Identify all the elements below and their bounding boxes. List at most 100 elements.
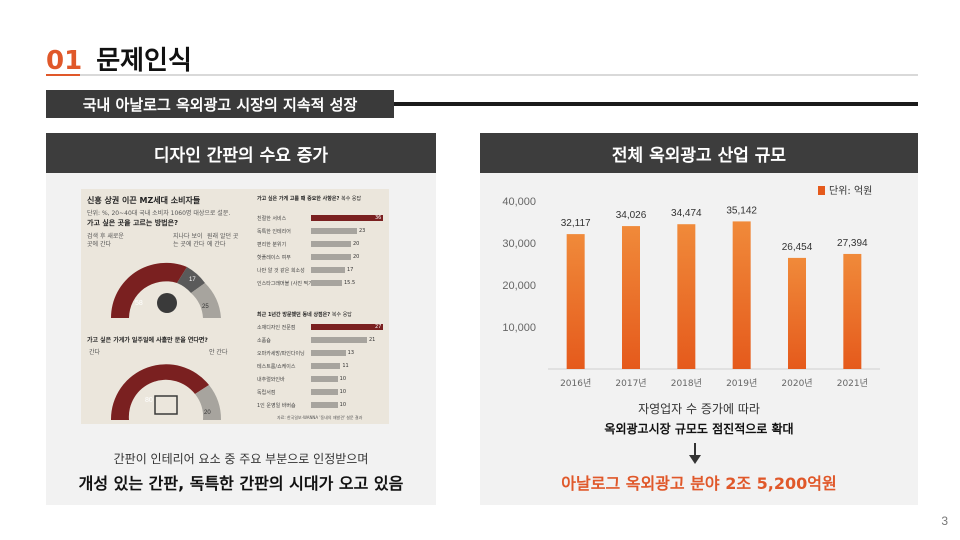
- question-3-text: 가고 싶은 가게 고를 때 중요한 사항은?: [257, 196, 340, 202]
- infographic-source: 자료: 한국일보·WANNA '동네의 재발견' 설문 결과: [277, 415, 363, 420]
- bar-value-label: 35,142: [726, 205, 757, 216]
- bar-2018년: [677, 224, 696, 369]
- q4-item-label: 소재디자인 전문점: [257, 325, 296, 331]
- q3-item-bar: [311, 228, 357, 234]
- bar-value-label: 32,117: [561, 218, 591, 229]
- q4-item-label: 소품숍: [257, 338, 271, 344]
- y-tick-label: 40,000: [502, 196, 536, 208]
- bar-value-label: 34,026: [616, 210, 647, 221]
- right-panel-header: 전체 옥외광고 산업 규모: [480, 133, 918, 173]
- q3-item-bar: [311, 241, 351, 247]
- q4-item-label: 오마카세방/파인다이닝: [257, 351, 305, 357]
- q1-slice-passby: [177, 267, 205, 293]
- q3-item-label: 편리한 분위기: [257, 242, 287, 248]
- q4-item-bar: [311, 324, 383, 330]
- x-category-label: 2021년: [837, 378, 868, 389]
- title-divider-accent: [46, 74, 80, 76]
- q3-item-label: 핫플레이스 여부: [257, 255, 291, 261]
- q4-item-value: 11: [342, 363, 349, 369]
- x-category-label: 2016년: [560, 378, 591, 389]
- q2-slice-nogo: [195, 385, 222, 420]
- q3-item-value: 23: [359, 228, 366, 234]
- section-number: 01: [46, 46, 83, 76]
- bar-2016년: [566, 234, 585, 369]
- q1-option-1: 검색 후 새로운 곳에 간다: [87, 233, 124, 248]
- q1-value-2: 17: [189, 277, 196, 283]
- legend-label: 단위: 억원: [829, 184, 872, 197]
- x-category-label: 2020년: [781, 378, 812, 389]
- q3-item-value: 36: [375, 215, 382, 221]
- right-emphasis: 아날로그 옥외광고 분야 2조 5,200억원: [561, 474, 837, 493]
- q4-item-label: 내추럴와인바: [257, 377, 285, 383]
- q1-value-3: 25: [202, 304, 209, 310]
- bar-value-label: 34,474: [671, 208, 702, 219]
- chat-bubble-icon: [157, 293, 177, 313]
- bar-2020년: [788, 257, 806, 369]
- q3-item-label: 독특한 인테리어: [257, 229, 291, 235]
- right-caption-bold: 옥외광고시장 규모도 점진적으로 확대: [604, 422, 794, 436]
- question-3: 가고 싶은 가게 고를 때 중요한 사항은? 복수 응답: [257, 195, 361, 202]
- question-4-note: 복수 응답: [331, 312, 352, 318]
- infographic-subtitle: 단위: %, 20~40대 국내 소비자 1060명 대상으로 설문.: [87, 210, 231, 217]
- left-panel-header: 디자인 간판의 수요 증가: [46, 133, 436, 173]
- bar-2021년: [843, 253, 862, 369]
- page-title: 문제인식: [96, 46, 192, 76]
- q4-item-value: 21: [369, 337, 376, 343]
- q2-donut-chart: 80 20: [110, 364, 222, 420]
- q3-item-bar: [311, 267, 345, 273]
- q4-item-value: 10: [339, 389, 347, 395]
- q4-item-bar: [311, 376, 338, 382]
- legend-swatch: [818, 186, 825, 195]
- y-tick-label: 20,000: [502, 280, 536, 292]
- q1-donut-chart: 58 17 25: [110, 262, 221, 318]
- x-category-label: 2019년: [726, 378, 757, 389]
- left-emphasis: 개성 있는 간판, 독특한 간판의 시대가 오고 있음: [78, 474, 404, 493]
- calendar-icon: [154, 395, 178, 415]
- question-4-text: 최근 1년간 방문했던 동네 상점은?: [257, 312, 331, 318]
- q3-item-bar: [311, 280, 342, 286]
- title-divider: [46, 74, 918, 76]
- x-category-label: 2018년: [671, 378, 702, 389]
- q3-item-label: 나만 알 것 같은 희소성: [257, 268, 305, 274]
- q3-item-bar: [311, 215, 383, 221]
- market-size-bar-chart: 10,000 20,000 30,000 40,000 32,117 2016년 34,02…: [502, 184, 880, 389]
- q2-option-2: 안 간다: [209, 349, 228, 356]
- q1-value-1: 58: [135, 300, 143, 307]
- q4-item-label: 테스트룸/쇼케이스: [257, 364, 296, 370]
- q4-item-bar: [311, 389, 338, 395]
- question-1: 가고 싶은 곳을 고르는 방법은?: [87, 219, 179, 227]
- q3-item-value: 20: [353, 254, 360, 260]
- left-caption: 간판이 인테리어 요소 중 주요 부분으로 인정받으며: [113, 452, 369, 466]
- q1-option-2: 지나다 보이는 곳에 간다: [173, 233, 205, 248]
- q4-item-value: 10: [339, 376, 347, 382]
- bar-2017년: [622, 226, 640, 369]
- right-caption: 자영업자 수 증가에 따라: [638, 402, 760, 416]
- q4-item-bar: [311, 363, 341, 369]
- survey-infographic: 신흥 상권 이끈 MZ세대 소비자들 단위: %, 20~40대 국내 소비자 …: [81, 189, 389, 424]
- page-number: 3: [941, 514, 948, 528]
- bar-value-label: 27,394: [837, 238, 868, 249]
- infographic-title: 신흥 상권 이끈 MZ세대 소비자들: [87, 196, 201, 205]
- q2-value-2: 20: [204, 410, 211, 416]
- bar-2019년: [732, 221, 751, 369]
- slide-title: 01 문제인식: [46, 40, 192, 77]
- q1-slice-known: [191, 283, 221, 318]
- q4-item-label: 독립서점: [257, 390, 276, 396]
- q2-option-1: 간다: [89, 349, 101, 356]
- question-3-note: 복수 응답: [341, 196, 362, 202]
- q4-item-bar: [311, 350, 346, 356]
- banner-rule: [394, 102, 918, 106]
- down-arrow-icon: [689, 443, 701, 464]
- q2-value-1: 80: [145, 397, 153, 404]
- y-tick-label: 30,000: [502, 238, 536, 250]
- q3-item-bar: [311, 254, 351, 260]
- q4-item-label: 1인 운영일 바버숍: [257, 403, 296, 409]
- q1-option-3: 원래 알던 곳에 간다: [207, 233, 239, 248]
- q4-item-bar: [311, 337, 367, 343]
- q4-item-value: 10: [339, 402, 347, 408]
- q3-item-value: 17: [347, 267, 354, 273]
- q3-item-label: 인스타그래머블 (사진 찍기 좋은): [257, 281, 326, 287]
- x-category-label: 2017년: [615, 378, 646, 389]
- q4-item-value: 27: [375, 324, 382, 330]
- q3-item-value: 15.5: [344, 280, 356, 286]
